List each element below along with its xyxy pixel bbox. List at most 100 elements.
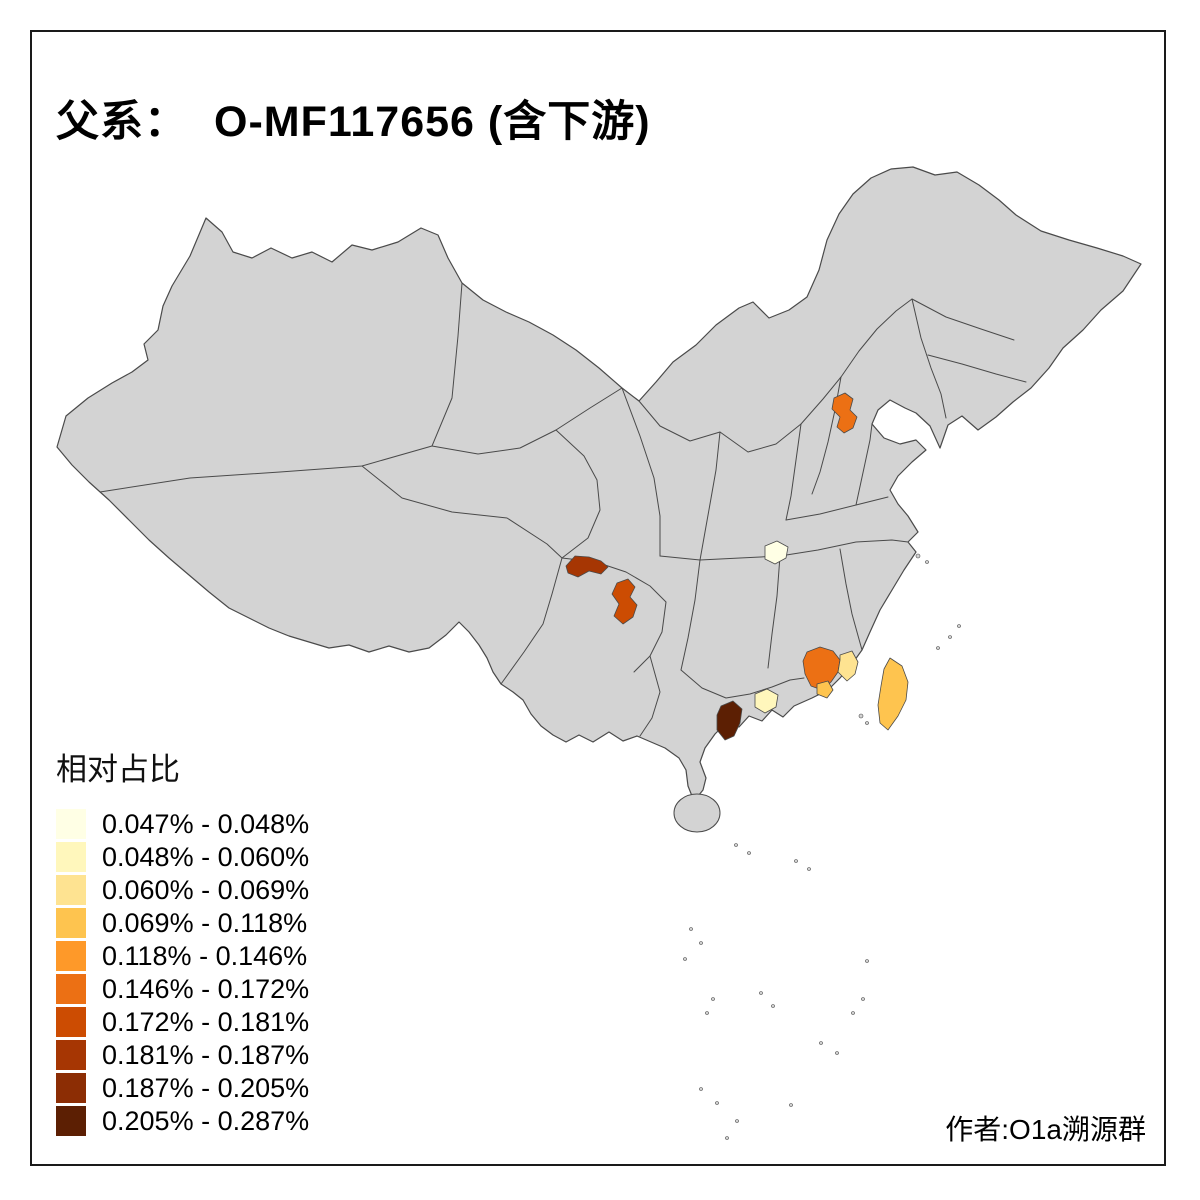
island-dot — [807, 867, 811, 871]
island-dot — [734, 843, 738, 847]
legend-item: 0.118% - 0.146% — [56, 941, 309, 971]
legend-label: 0.181% - 0.187% — [102, 1040, 310, 1070]
border-xinjiang — [99, 282, 463, 493]
island-dot — [699, 941, 703, 945]
legend-swatch — [56, 908, 86, 938]
legend-label: 0.047% - 0.048% — [102, 809, 310, 839]
island-dot — [851, 1011, 855, 1015]
island-dot — [835, 1051, 839, 1055]
legend-label: 0.069% - 0.118% — [102, 908, 308, 938]
plot-frame — [30, 30, 1166, 1166]
border-qinghai-north — [431, 387, 623, 455]
border-jiangxi-fujian — [839, 548, 863, 651]
border-yangtze — [659, 539, 909, 561]
legend-item: 0.047% - 0.048% — [56, 809, 309, 839]
border-tibet-north — [361, 465, 563, 559]
island-dot — [865, 721, 869, 725]
legend-swatch — [56, 809, 86, 839]
legend-items: 0.047% - 0.048% 0.048% - 0.060% 0.060% - 0… — [56, 809, 309, 1136]
region-guangdong-maoming — [716, 700, 743, 741]
island-dot — [865, 959, 869, 963]
island-dot — [948, 635, 952, 639]
island-dot — [725, 1136, 729, 1140]
title-main: O-MF117656 (含下游) — [214, 97, 651, 146]
island-dot — [861, 997, 865, 1001]
island-dot — [771, 1004, 775, 1008]
small-islands — [683, 553, 961, 1140]
legend-title: 相对占比 — [56, 752, 180, 787]
legend-swatch — [56, 1073, 86, 1103]
region-shandong-jinan — [831, 392, 858, 434]
legend-item: 0.187% - 0.205% — [56, 1073, 309, 1103]
border-guizhou-hunan — [680, 559, 701, 671]
island-dot — [711, 997, 715, 1001]
legend-label: 0.048% - 0.060% — [102, 842, 310, 872]
title-prefix: 父系： — [56, 97, 188, 146]
island-dot — [789, 1103, 793, 1107]
legend-swatch — [56, 1007, 86, 1037]
island-dot — [747, 851, 751, 855]
region-guangdong-meizhou — [802, 646, 841, 691]
legend-item: 0.146% - 0.172% — [56, 974, 309, 1004]
island-dot — [794, 859, 798, 863]
island-dot — [936, 646, 940, 650]
border-hebei-liaoning — [911, 298, 947, 419]
island-dot — [699, 1087, 703, 1091]
legend: 相对占比 0.047% - 0.048% 0.048% - 0.060% 0.060… — [56, 744, 309, 1139]
highlighted-regions — [565, 392, 909, 741]
legend-item: 0.069% - 0.118% — [56, 908, 309, 938]
page-title: 父系： O-MF117656 (含下游) — [56, 87, 651, 149]
border-tibet-east — [500, 557, 563, 685]
island-dot — [759, 991, 763, 995]
border-henan-shandong — [785, 496, 889, 521]
island-dot — [689, 927, 693, 931]
author-credit: 作者:O1a溯源群 — [945, 1114, 1146, 1145]
island-dot — [705, 1011, 709, 1015]
legend-label: 0.146% - 0.172% — [102, 974, 310, 1004]
hainan-island-shape — [673, 793, 721, 833]
legend-item: 0.172% - 0.181% — [56, 1007, 309, 1037]
legend-item: 0.205% - 0.287% — [56, 1106, 309, 1136]
region-guangdong-yunfu — [754, 688, 779, 714]
legend-swatch — [56, 974, 86, 1004]
region-taiwan — [877, 657, 909, 731]
legend-label: 0.172% - 0.181% — [102, 1007, 310, 1037]
border-shaanxi-shanxi — [699, 431, 721, 561]
region-guangdong-chaoshan — [816, 680, 834, 699]
legend-label: 0.187% - 0.205% — [102, 1073, 310, 1103]
legend-label: 0.205% - 0.287% — [102, 1106, 310, 1136]
border-qinghai-east — [555, 429, 601, 559]
legend-swatch — [56, 875, 86, 905]
legend-swatch — [56, 1106, 86, 1136]
legend-item: 0.060% - 0.069% — [56, 875, 309, 905]
island-dot — [715, 1101, 719, 1105]
legend-label: 0.118% - 0.146% — [102, 941, 308, 971]
legend-swatch — [56, 941, 86, 971]
border-hunan-jiangxi — [767, 555, 781, 669]
border-shanxi-west — [785, 423, 802, 521]
legend-item: 0.181% - 0.187% — [56, 1040, 309, 1070]
legend-label: 0.060% - 0.069% — [102, 875, 310, 905]
island-dot — [683, 957, 687, 961]
island-dot — [735, 1119, 739, 1123]
island-dot — [819, 1041, 823, 1045]
island-dot — [915, 553, 921, 559]
region-sichuan-west — [565, 555, 609, 578]
island-dot — [957, 624, 961, 628]
border-shandong-west — [855, 423, 873, 506]
region-fujian-zhangzhou — [837, 650, 859, 682]
legend-swatch — [56, 842, 86, 872]
legend-swatch — [56, 1040, 86, 1070]
border-yunnan-guangxi — [639, 655, 661, 737]
border-gansu-shaanxi — [621, 387, 661, 557]
legend-item: 0.048% - 0.060% — [56, 842, 309, 872]
border-jilin-liaoning — [927, 354, 1027, 383]
region-chongqing — [611, 578, 638, 625]
border-heilongjiang-jilin — [911, 298, 1015, 341]
province-borders — [99, 282, 1027, 737]
island-dot — [858, 713, 864, 719]
island-dot — [925, 560, 929, 564]
border-nanling — [680, 669, 805, 699]
